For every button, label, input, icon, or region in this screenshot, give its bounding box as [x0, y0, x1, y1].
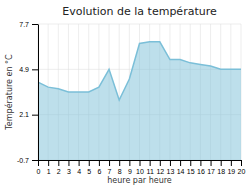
- y-tick-mark: [32, 160, 38, 161]
- y-axis-line: [38, 25, 39, 161]
- x-tick-mark: [180, 160, 181, 166]
- y-tick: 4.9: [19, 66, 38, 73]
- x-tick-label: 17: [207, 168, 215, 175]
- x-tick-label: 20: [238, 168, 246, 175]
- x-tick-mark: [200, 160, 201, 166]
- x-tick-label: 18: [217, 168, 225, 175]
- x-tick: 1: [47, 160, 51, 175]
- y-axis-title: Température en °C: [4, 54, 14, 131]
- y-tick-label: 4.9: [19, 66, 29, 73]
- x-tick-label: 5: [87, 168, 91, 175]
- y-tick: 7.7: [19, 21, 38, 28]
- x-tick-mark: [211, 160, 212, 166]
- y-tick: 2.1: [19, 111, 38, 118]
- x-tick-mark: [58, 160, 59, 166]
- x-tick: 6: [97, 160, 101, 175]
- chart: 01234567891011121314151617181920-0.72.14…: [0, 0, 250, 188]
- x-tick-mark: [119, 160, 120, 166]
- line: [38, 42, 241, 100]
- y-tick-mark: [32, 69, 38, 70]
- x-axis: 01234567891011121314151617181920: [37, 160, 246, 175]
- x-tick-label: 2: [57, 168, 61, 175]
- y-tick-label: 7.7: [19, 21, 29, 28]
- x-tick: 5: [87, 160, 91, 175]
- marks: [38, 42, 241, 160]
- y-tick-mark: [32, 24, 38, 25]
- x-tick-label: 19: [227, 168, 235, 175]
- x-tick-label: 9: [128, 168, 132, 175]
- x-tick-label: 14: [177, 168, 185, 175]
- x-tick: 4: [77, 160, 81, 175]
- title: Evolution de la température: [62, 5, 217, 18]
- x-tick-mark: [38, 160, 39, 166]
- x-tick: 16: [197, 160, 205, 175]
- x-tick-label: 3: [67, 168, 71, 175]
- x-tick-label: 6: [97, 168, 101, 175]
- x-tick-label: 4: [77, 168, 81, 175]
- x-tick: 7: [108, 160, 112, 175]
- x-tick: 12: [156, 160, 164, 175]
- x-tick: 2: [57, 160, 61, 175]
- x-tick: 15: [187, 160, 195, 175]
- grid: [38, 24, 241, 160]
- grid-line-x: [38, 24, 39, 160]
- grid-line-y: [38, 24, 241, 25]
- x-tick-mark: [170, 160, 171, 166]
- x-tick-mark: [109, 160, 110, 166]
- x-tick-mark: [160, 160, 161, 166]
- x-tick: 19: [227, 160, 235, 175]
- y-axis: -0.7 2.1 4.9 7.7: [17, 21, 39, 164]
- x-tick-label: 15: [187, 168, 195, 175]
- x-tick: 18: [217, 160, 225, 175]
- x-tick: 10: [136, 160, 144, 175]
- y-tick: -0.7: [17, 157, 38, 164]
- x-tick: 3: [67, 160, 71, 175]
- x-tick-label: 12: [156, 168, 164, 175]
- area: [38, 42, 241, 160]
- x-tick: 11: [147, 160, 154, 175]
- x-tick-mark: [89, 160, 90, 166]
- y-tick-mark: [32, 115, 38, 116]
- x-tick-label: 8: [118, 168, 122, 175]
- x-tick: 13: [167, 160, 175, 175]
- x-tick-mark: [231, 160, 232, 166]
- x-tick-label: 1: [47, 168, 51, 175]
- x-tick: 14: [177, 160, 185, 175]
- x-axis-title: heure par heure: [107, 176, 172, 185]
- x-tick-mark: [221, 160, 222, 166]
- x-tick: 9: [128, 160, 132, 175]
- y-tick-label: 2.1: [19, 111, 29, 118]
- x-tick-mark: [48, 160, 49, 166]
- plot: 01234567891011121314151617181920-0.72.14…: [17, 21, 246, 175]
- x-tick-mark: [68, 160, 69, 166]
- x-tick-mark: [140, 160, 141, 166]
- x-tick: 8: [118, 160, 122, 175]
- x-tick-label: 13: [167, 168, 175, 175]
- x-tick: 17: [207, 160, 215, 175]
- x-tick-mark: [241, 160, 242, 166]
- x-tick: 20: [238, 160, 246, 175]
- x-tick-mark: [190, 160, 191, 166]
- x-tick-mark: [129, 160, 130, 166]
- x-tick-label: 0: [37, 168, 41, 175]
- x-tick-label: 10: [136, 168, 144, 175]
- y-tick-label: -0.7: [17, 157, 29, 164]
- x-tick: 0: [37, 160, 41, 175]
- x-tick-mark: [99, 160, 100, 166]
- x-tick-label: 16: [197, 168, 205, 175]
- x-tick-mark: [150, 160, 151, 166]
- x-tick-label: 11: [147, 168, 154, 175]
- x-tick-label: 7: [108, 168, 112, 175]
- x-tick-mark: [79, 160, 80, 166]
